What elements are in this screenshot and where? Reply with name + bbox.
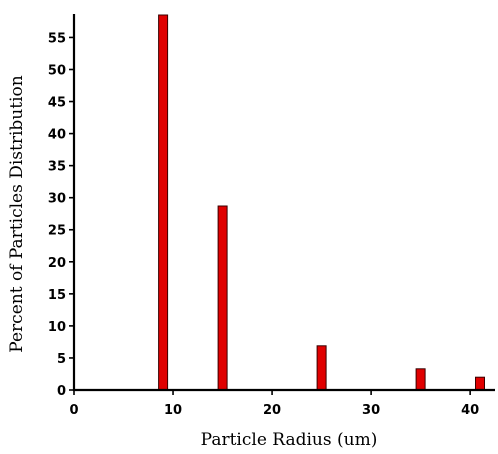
y-tick-label: 45 [48,96,66,111]
y-tick-label: 0 [57,384,66,399]
y-tick-label: 55 [48,31,66,46]
bars-layer [158,14,485,391]
bar-9 [158,14,169,391]
y-tick-label: 20 [48,256,66,271]
x-tick-label: 0 [69,403,78,418]
y-tick-label: 35 [48,160,66,175]
x-tick-label: 30 [362,403,380,418]
y-ticks-layer: 0 5 10 15 20 25 30 35 40 45 50 55 [48,31,74,399]
x-tick-label: 10 [164,403,182,418]
y-tick-label: 50 [48,63,66,78]
y-tick-label: 25 [48,224,66,239]
y-axis-title: Percent of Particles Distribution [7,75,27,352]
y-tick-label: 10 [48,320,66,335]
y-tick-label: 15 [48,288,66,303]
y-tick-label: 5 [57,352,66,367]
bar-41 [475,376,485,391]
bar-15 [217,205,228,391]
bar-25 [316,345,327,391]
x-tick-label: 20 [263,403,281,418]
y-tick-label: 30 [48,192,66,207]
y-tick-label: 40 [48,128,66,143]
x-tick-label: 40 [461,403,479,418]
x-ticks-layer: 0 10 20 30 40 [69,390,479,418]
x-axis-title: Particle Radius (um) [201,430,378,450]
bar-35 [415,368,426,391]
